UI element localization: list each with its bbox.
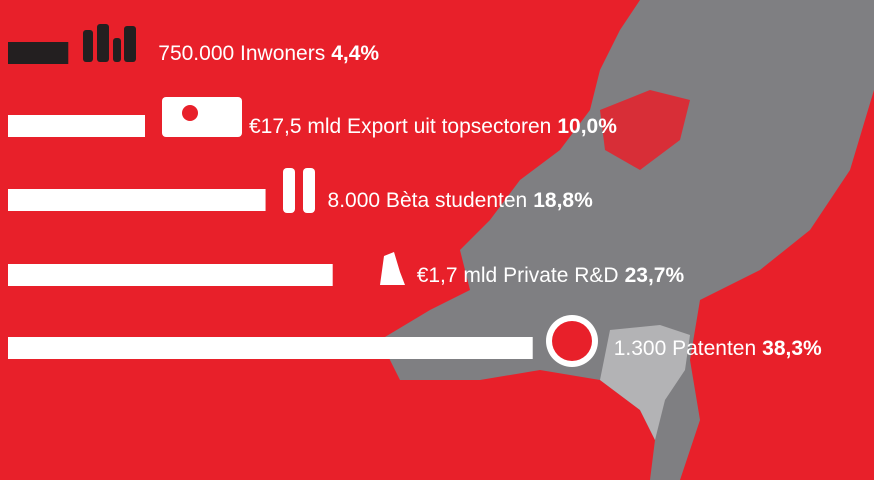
icon-people [97,24,109,62]
icons [83,24,598,367]
icon-people [124,26,136,62]
icon-patent [552,321,592,361]
category-label: €17,5 mld Export uit topsectoren [249,115,551,138]
bar-label: €17,5 mld Export uit topsectoren 10,0% [249,115,617,138]
category-label: 1.300 Patenten [614,337,756,360]
bar-label: 750.000 Inwoners 4,4% [158,42,379,65]
bar-label: 8.000 Bèta studenten 18,8% [328,189,594,212]
map-region [600,325,690,440]
value-label: 38,3% [762,337,822,360]
bar [8,337,533,359]
icon-people [83,30,93,62]
value-label: 23,7% [625,264,685,287]
bar [8,42,69,64]
category-label: 750.000 Inwoners [158,42,325,65]
bar [8,264,333,286]
value-label: 4,4% [331,42,379,65]
icon-student [303,168,315,213]
bar [8,189,266,211]
icon-truck [162,97,242,137]
icon-student [283,168,295,213]
icon-microscope [380,252,405,285]
value-label: 18,8% [533,189,593,212]
bar [8,115,145,137]
icon-globe [182,105,198,121]
map [380,0,874,480]
icon-people [113,38,121,62]
value-label: 10,0% [557,115,617,138]
category-label: €1,7 mld Private R&D [417,264,619,287]
bar-label: 1.300 Patenten 38,3% [614,337,822,360]
category-label: 8.000 Bèta studenten [328,189,528,212]
map-country [380,0,874,480]
bar-label: €1,7 mld Private R&D 23,7% [417,264,685,287]
map-water [600,90,690,170]
